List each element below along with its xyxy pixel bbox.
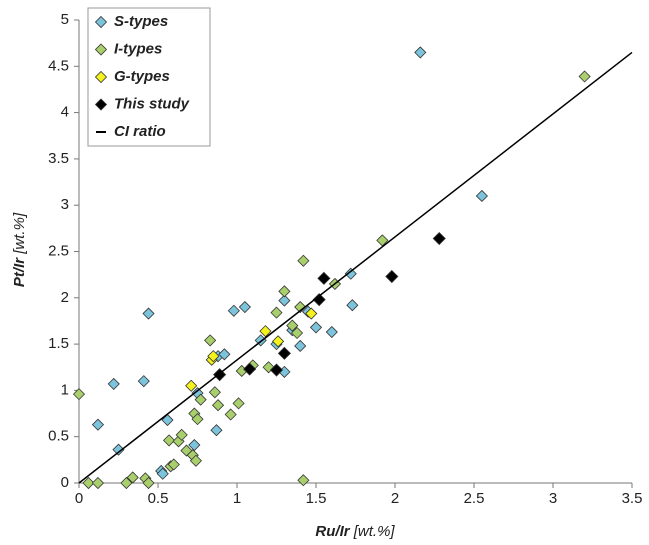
legend-box <box>87 7 211 147</box>
x-tick-label: 0.5 <box>148 490 169 507</box>
point <box>312 293 326 307</box>
point <box>137 375 150 388</box>
point <box>210 424 223 437</box>
point <box>286 319 299 332</box>
x-tick-label: 1.5 <box>306 490 327 507</box>
point <box>167 458 180 471</box>
point <box>188 438 201 452</box>
point <box>191 413 204 426</box>
point <box>218 348 231 361</box>
y-axis-title: Pt/Ir [wt.%] <box>11 212 28 287</box>
point <box>204 334 217 347</box>
point <box>432 231 446 246</box>
point <box>475 189 488 203</box>
x-axis-title: Ru/Ir [wt.%] <box>315 523 395 540</box>
point <box>207 350 220 363</box>
point <box>277 346 291 360</box>
point <box>294 339 307 353</box>
point <box>161 413 174 427</box>
x-tick-label: 3 <box>549 490 557 507</box>
point <box>211 399 225 412</box>
point <box>344 267 357 280</box>
point <box>107 377 120 390</box>
point <box>278 285 291 298</box>
point <box>243 362 257 376</box>
point <box>142 476 155 490</box>
point <box>194 393 207 406</box>
point <box>175 428 188 441</box>
point <box>297 254 310 267</box>
point <box>162 434 176 447</box>
x-tick-label: 1 <box>233 490 241 507</box>
point <box>290 326 304 340</box>
legend-marker <box>94 43 108 56</box>
point <box>272 335 285 348</box>
point <box>91 476 105 490</box>
point <box>278 294 291 307</box>
point <box>72 388 86 401</box>
point <box>82 476 95 490</box>
legend-marker <box>94 70 108 84</box>
point <box>269 363 284 377</box>
point <box>317 271 331 285</box>
legend-label: S-types <box>114 13 168 30</box>
point <box>227 304 240 317</box>
y-label: Pt/Ir <box>11 257 28 287</box>
point <box>224 408 237 421</box>
point <box>346 299 359 312</box>
point <box>189 454 202 467</box>
x-tick-label: 3.5 <box>622 490 643 507</box>
y-tick-label: 4.5 <box>48 57 69 74</box>
y-tick-label: 3 <box>61 196 69 213</box>
point <box>238 300 251 314</box>
point <box>156 467 169 480</box>
point <box>578 70 591 83</box>
point <box>414 46 427 59</box>
y-tick-label: 0 <box>61 474 69 491</box>
y-tick-label: 2 <box>61 289 69 306</box>
y-unit: [wt.%] <box>11 212 28 255</box>
legend-marker <box>94 98 108 111</box>
y-tick-label: 0.5 <box>48 428 69 445</box>
point <box>185 379 198 392</box>
legend-label: This study <box>114 95 190 112</box>
point <box>142 307 155 320</box>
x-unit: [wt.%] <box>353 523 396 540</box>
y-tick-label: 5 <box>61 11 69 28</box>
point <box>309 321 323 334</box>
legend-marker <box>94 15 108 29</box>
x-tick-label: 2.5 <box>464 490 485 507</box>
legend-label: G-types <box>114 68 170 85</box>
point <box>270 306 283 319</box>
y-tick-label: 4 <box>61 104 69 121</box>
point <box>120 476 133 490</box>
point <box>297 474 310 487</box>
point <box>385 269 399 284</box>
point <box>112 443 125 456</box>
y-tick-label: 1.5 <box>48 335 69 352</box>
point <box>325 325 338 339</box>
y-tick-label: 2.5 <box>48 242 69 259</box>
point <box>294 300 307 314</box>
point <box>259 325 272 338</box>
x-tick-label: 0 <box>75 490 83 507</box>
y-tick-label: 3.5 <box>48 150 69 167</box>
point <box>208 386 221 399</box>
y-tick-label: 1 <box>61 381 69 398</box>
x-label: Ru/Ir <box>315 523 350 540</box>
ci-line <box>78 51 633 484</box>
x-tick-label: 2 <box>391 490 399 507</box>
point <box>91 418 105 431</box>
legend-label: CI ratio <box>114 123 166 140</box>
point <box>126 471 139 484</box>
legend-label: I-types <box>114 40 162 57</box>
point <box>232 397 245 410</box>
point <box>305 307 318 320</box>
